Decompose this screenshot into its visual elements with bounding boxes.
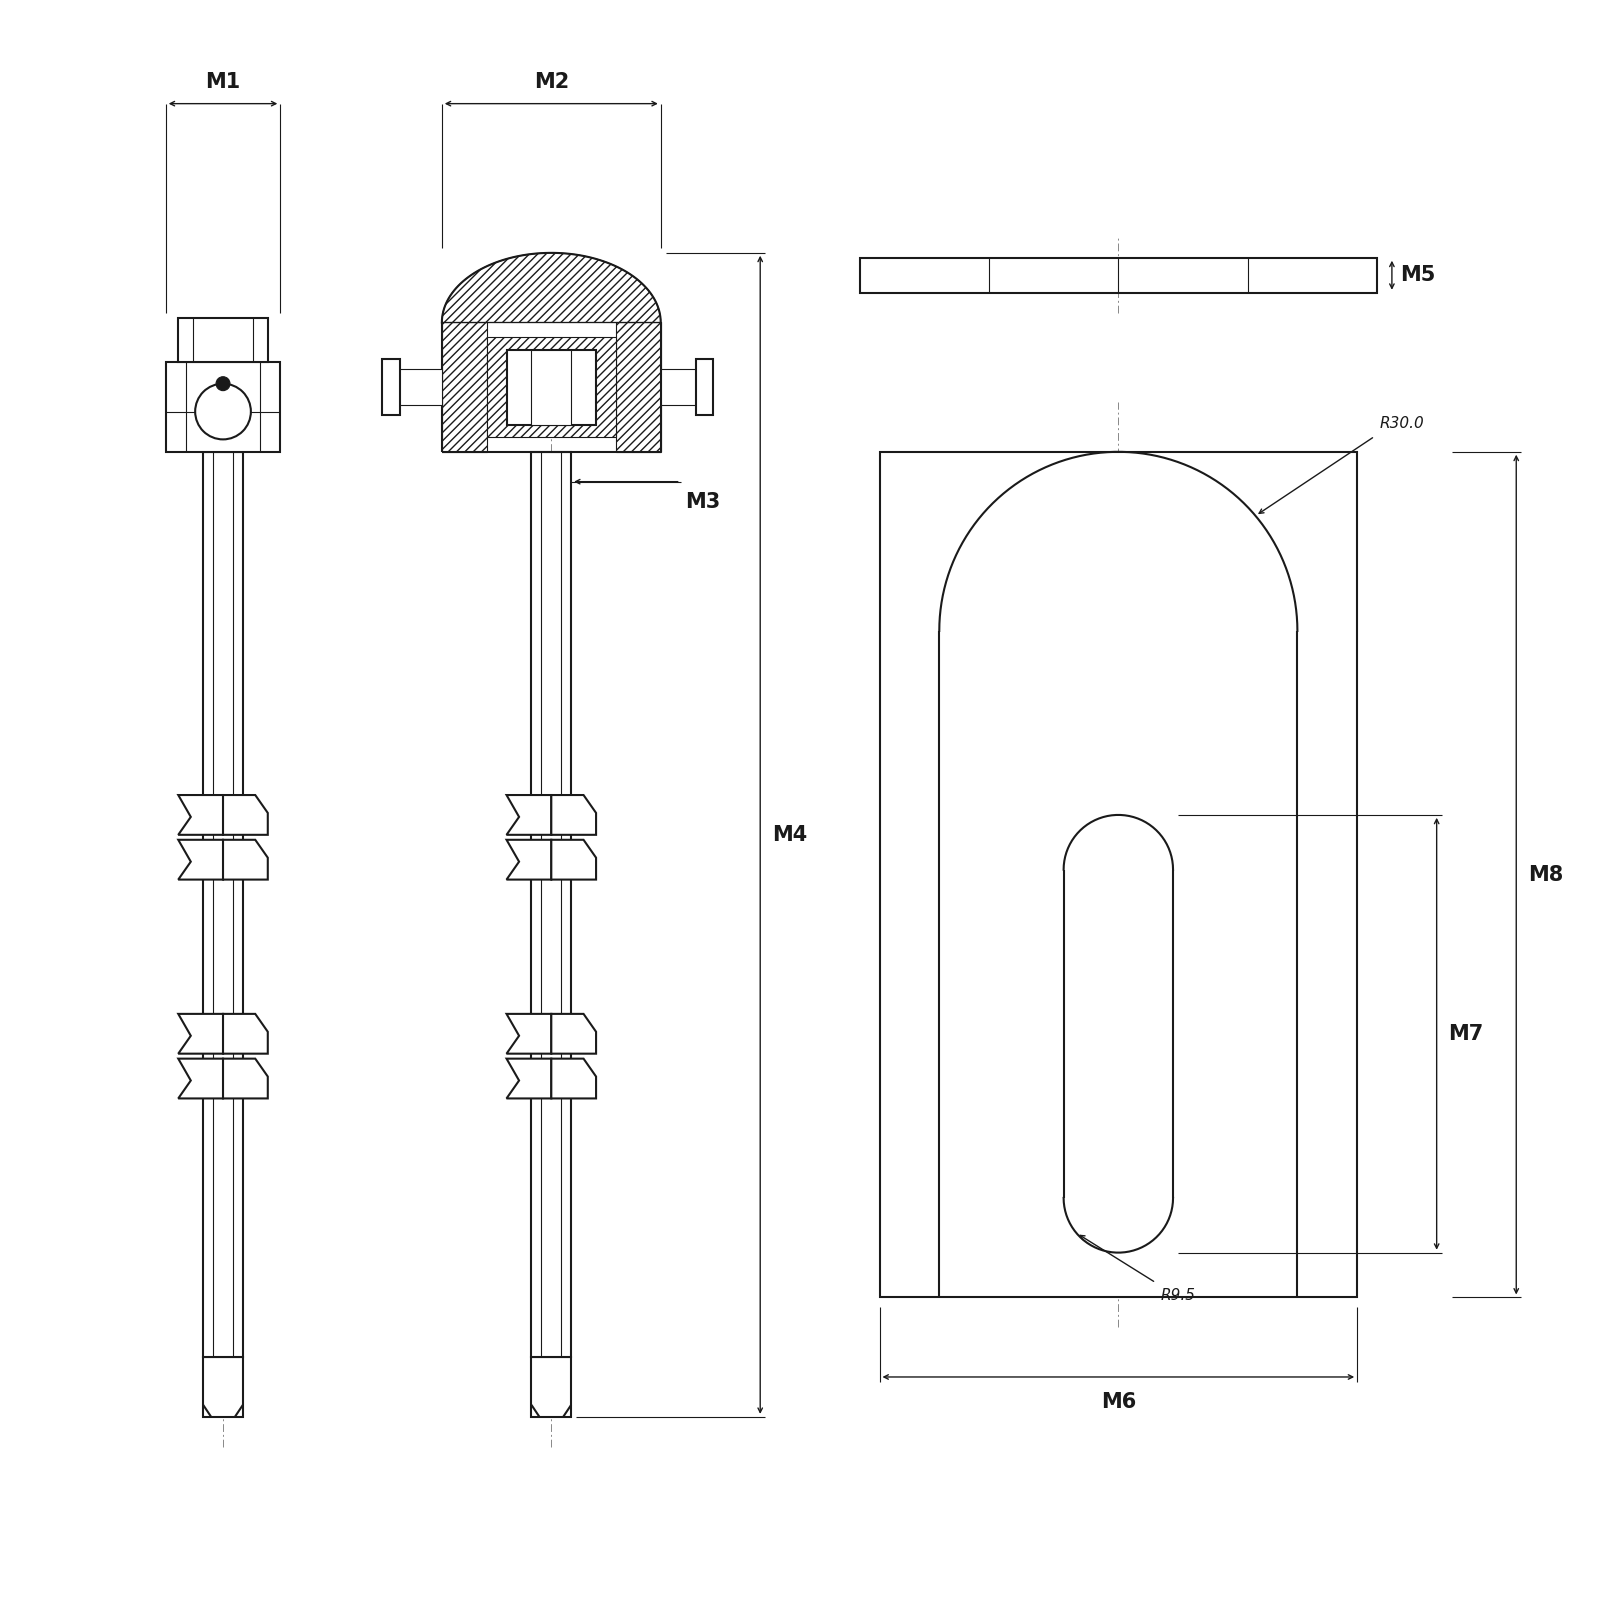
Bar: [880, 451, 1357, 1298]
Bar: [661, 370, 696, 405]
Bar: [859, 258, 1378, 293]
Bar: [397, 370, 442, 405]
Polygon shape: [507, 840, 552, 880]
Text: R9.5: R9.5: [1162, 1288, 1195, 1302]
Bar: [616, 323, 661, 451]
Text: M1: M1: [205, 72, 240, 91]
Polygon shape: [507, 1059, 552, 1099]
Polygon shape: [178, 840, 222, 880]
Bar: [531, 451, 571, 1357]
Polygon shape: [552, 795, 597, 835]
Polygon shape: [222, 795, 267, 835]
Text: M2: M2: [534, 72, 570, 91]
Polygon shape: [178, 1014, 222, 1054]
Text: R30.0: R30.0: [1379, 416, 1424, 432]
Bar: [531, 1357, 571, 1416]
Text: M3: M3: [685, 491, 722, 512]
Polygon shape: [222, 1014, 267, 1054]
Polygon shape: [222, 1059, 267, 1099]
Text: M7: M7: [1448, 1024, 1483, 1043]
Polygon shape: [552, 1059, 597, 1099]
Polygon shape: [507, 1014, 552, 1054]
Bar: [203, 1357, 243, 1416]
Text: M6: M6: [1101, 1392, 1136, 1411]
Bar: [696, 360, 714, 414]
Text: M5: M5: [1400, 266, 1435, 285]
Polygon shape: [442, 253, 661, 323]
Bar: [486, 338, 616, 437]
Circle shape: [216, 376, 230, 390]
Bar: [382, 360, 400, 414]
Bar: [531, 350, 571, 426]
Text: M8: M8: [1528, 864, 1563, 885]
Polygon shape: [178, 795, 222, 835]
Polygon shape: [178, 1059, 222, 1099]
Bar: [166, 362, 280, 451]
Bar: [442, 323, 486, 451]
Circle shape: [195, 384, 251, 440]
Polygon shape: [507, 795, 552, 835]
Bar: [203, 451, 243, 1357]
Polygon shape: [552, 1014, 597, 1054]
Bar: [507, 350, 597, 426]
Bar: [178, 317, 267, 362]
Polygon shape: [222, 840, 267, 880]
Text: M4: M4: [773, 826, 808, 845]
Polygon shape: [552, 840, 597, 880]
